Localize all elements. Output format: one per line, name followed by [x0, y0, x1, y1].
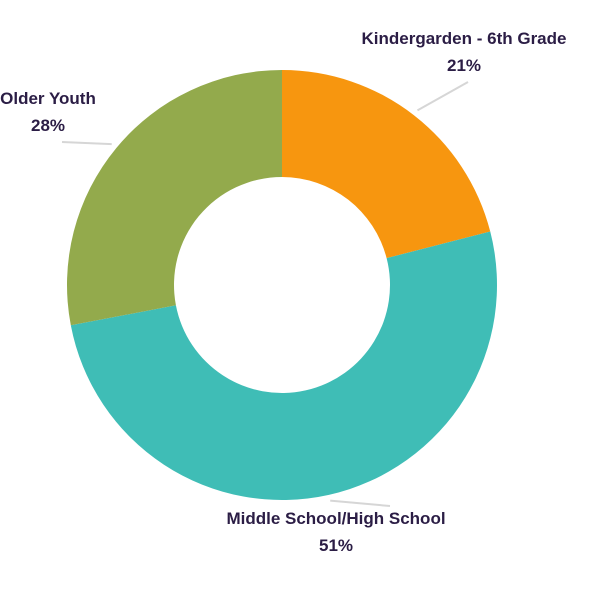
donut-slice [282, 70, 491, 259]
leader-line [61, 141, 112, 146]
slice-value-label: 21% [447, 56, 481, 75]
slice-group [66, 70, 498, 500]
slice-value-label: 28% [31, 116, 65, 135]
donut-slice [66, 70, 282, 326]
leader-line-group [61, 81, 469, 507]
leader-line [416, 81, 469, 112]
label-group: Kindergarden - 6th Grade 21% Middle School… [0, 29, 566, 555]
slice-label: Kindergarden - 6th Grade [362, 29, 567, 48]
slice-label: Middle School/High School [226, 509, 445, 528]
slice-label: Older Youth [0, 89, 96, 108]
slice-value-label: 51% [319, 536, 353, 555]
donut-slice [70, 231, 498, 500]
leader-line [330, 499, 391, 507]
